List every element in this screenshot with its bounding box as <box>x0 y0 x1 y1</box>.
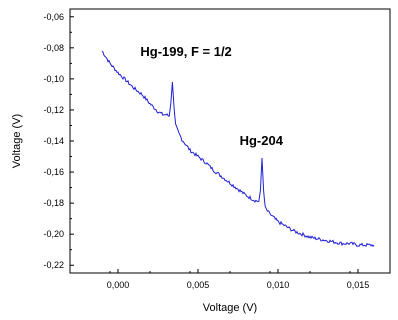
series-line <box>101 50 375 248</box>
y-tick-label: -0,10 <box>43 74 64 84</box>
peak-annotation: Hg-204 <box>240 133 284 148</box>
x-tick-label: 0,010 <box>267 280 290 290</box>
y-tick-label: -0,22 <box>43 260 64 270</box>
peak-annotation: Hg-199, F = 1/2 <box>140 44 231 59</box>
y-tick-label: -0,20 <box>43 229 64 239</box>
y-tick-label: -0,12 <box>43 105 64 115</box>
x-tick-label: 0,005 <box>187 280 210 290</box>
y-axis: -0,22 -0,20 -0,18 -0,16 -0,14 -0,12 -0,10 -0,08… <box>43 12 74 270</box>
x-axis-label: Voltage (V) <box>203 302 257 314</box>
y-tick-label: -0,06 <box>43 12 64 22</box>
x-tick-label: 0,015 <box>347 280 370 290</box>
x-tick-label: 0,000 <box>107 280 130 290</box>
y-tick-label: -0,16 <box>43 167 64 177</box>
y-tick-label: -0,14 <box>43 136 64 146</box>
x-axis: 0,000 0,005 0,010 0,015 <box>69 269 391 290</box>
y-axis-label: Voltage (V) <box>11 114 23 168</box>
annotations: Hg-199, F = 1/2 Hg-204 <box>140 44 283 148</box>
y-tick-label: -0,08 <box>43 43 64 53</box>
y-tick-label: -0,18 <box>43 198 64 208</box>
